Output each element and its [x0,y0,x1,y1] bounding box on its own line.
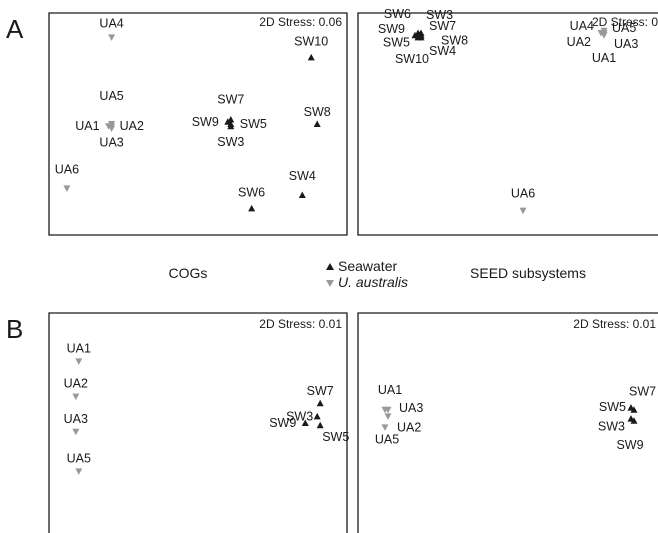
seawater-point [630,406,638,413]
seawater-point [248,204,256,212]
point-label: UA1 [75,119,99,133]
stress-label: 2D Stress: 0.01 [259,317,342,331]
point-label: UA2 [567,35,591,49]
seawater-point [307,53,315,61]
u-australis-point [63,185,71,192]
point-label: SW7 [629,385,656,399]
point-label: SW6 [384,7,411,21]
legend-label-u-australis: U. australis [338,274,408,290]
point-label: UA1 [592,51,616,65]
u-australis-triangle-icon [326,280,334,287]
point-label: UA6 [55,162,79,176]
point-label: SW7 [429,19,456,33]
point-label: SW9 [616,438,643,452]
u-australis-point [72,393,80,401]
seawater-point [313,412,321,420]
point-label: SW3 [286,409,313,423]
point-label: SW7 [307,384,334,398]
point-label: SW10 [395,52,429,66]
point-label: SW3 [217,135,244,149]
data-points: UA4 UA1 UA2 UA3 UA5 UA6 SW10 SW7 SW9 SW5 SW3 SW8 SW6… [55,16,331,212]
plot-frame [357,12,658,236]
point-label: SW4 [429,44,456,58]
point-label: SW7 [217,93,244,107]
point-label: SW4 [289,169,316,183]
seawater-point [313,120,321,127]
point-label: UA3 [614,37,638,51]
point-label: SW8 [304,105,331,119]
u-australis-point [384,413,392,420]
legend-label-seawater: Seawater [338,258,397,274]
stress-label: 2D Stress: 0.01 [573,317,656,331]
point-label: SW5 [322,430,349,444]
point-label: UA3 [99,135,123,149]
point-label: SW3 [598,420,625,434]
u-australis-point [72,428,80,436]
point-label: UA2 [64,377,88,391]
point-label: SW5 [240,117,267,131]
point-label: UA5 [67,451,91,465]
u-australis-point [384,406,392,414]
point-label: UA3 [64,412,88,426]
point-label: UA6 [511,187,535,201]
seawater-point [414,31,422,39]
point-label: UA2 [120,119,144,133]
panel-letter-b: B [6,314,23,344]
seawater-point [298,191,306,199]
point-label: UA5 [99,89,123,103]
seawater-point [227,122,235,130]
u-australis-point [381,424,389,431]
stress-label: 2D Stress: 0.06 [259,15,342,29]
u-australis-point [519,207,527,215]
point-label: UA1 [67,341,91,355]
point-label: UA5 [375,432,399,446]
caption-cogs: COGs [169,265,208,281]
u-australis-point [108,125,116,132]
point-label: UA3 [399,401,423,415]
point-label: SW8 [441,33,468,47]
point-label: SW6 [238,185,265,199]
point-label: SW10 [294,34,328,48]
plot-frame [48,312,348,533]
point-label: SW9 [378,22,405,36]
seawater-point [630,417,638,424]
seawater-point [316,399,324,407]
plot-a-left: 2D Stress: 0.06 UA4 UA1 UA2 UA3 UA5 UA6 SW10 SW… [48,12,348,236]
plot-frame [357,312,658,533]
point-label: UA5 [612,21,636,35]
u-australis-point [108,34,116,41]
u-australis-point [75,468,83,475]
plot-frame [48,12,348,236]
point-label: UA4 [99,16,123,30]
panel-letter-a: A [6,14,24,44]
seawater-point [316,421,324,429]
seawater-triangle-icon [326,263,334,270]
point-label: UA2 [397,420,421,434]
u-australis-point [108,121,116,128]
point-label: SW3 [426,8,453,22]
point-label: UA1 [378,383,402,397]
legend: Seawater U. australis [326,258,408,290]
u-australis-point [75,358,83,365]
seawater-point [301,419,309,426]
u-australis-point [600,29,608,37]
point-label: UA4 [570,19,594,33]
point-label: SW5 [599,400,626,414]
point-label: SW5 [383,35,410,49]
point-label: SW9 [269,416,296,430]
point-label: SW9 [192,115,219,129]
stress-label: 2D Stress: 0 [592,15,658,29]
caption-seed-subsystems: SEED subsystems [470,265,586,281]
